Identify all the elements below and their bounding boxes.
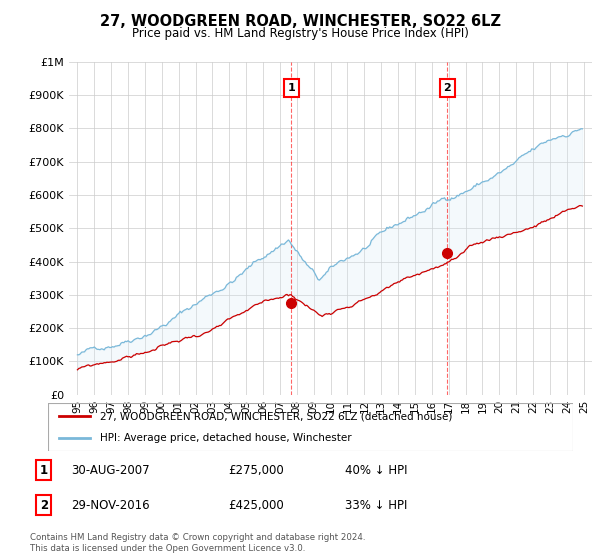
Text: 1: 1: [40, 464, 48, 477]
Text: £275,000: £275,000: [229, 464, 284, 477]
Text: 40% ↓ HPI: 40% ↓ HPI: [344, 464, 407, 477]
Text: 29-NOV-2016: 29-NOV-2016: [71, 498, 150, 511]
Text: HPI: Average price, detached house, Winchester: HPI: Average price, detached house, Winc…: [101, 433, 352, 443]
Text: 2: 2: [40, 498, 48, 511]
Text: 27, WOODGREEN ROAD, WINCHESTER, SO22 6LZ (detached house): 27, WOODGREEN ROAD, WINCHESTER, SO22 6LZ…: [101, 411, 453, 421]
Text: 1: 1: [287, 83, 295, 94]
Text: Price paid vs. HM Land Registry's House Price Index (HPI): Price paid vs. HM Land Registry's House …: [131, 27, 469, 40]
Text: 27, WOODGREEN ROAD, WINCHESTER, SO22 6LZ: 27, WOODGREEN ROAD, WINCHESTER, SO22 6LZ: [100, 14, 500, 29]
Text: 33% ↓ HPI: 33% ↓ HPI: [344, 498, 407, 511]
Text: 2: 2: [443, 83, 451, 94]
Text: Contains HM Land Registry data © Crown copyright and database right 2024.
This d: Contains HM Land Registry data © Crown c…: [30, 533, 365, 553]
Text: £425,000: £425,000: [229, 498, 284, 511]
Text: 30-AUG-2007: 30-AUG-2007: [71, 464, 150, 477]
